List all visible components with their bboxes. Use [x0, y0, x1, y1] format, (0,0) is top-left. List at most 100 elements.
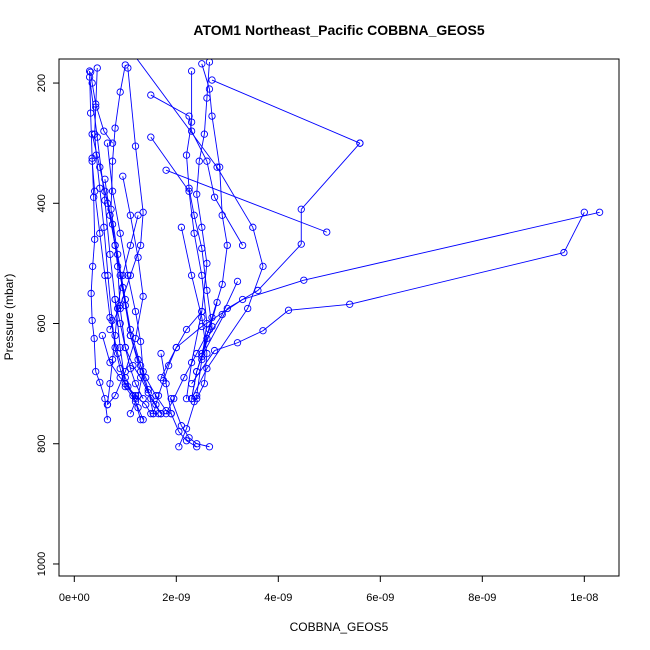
x-tick-label: 2e-09: [162, 592, 190, 604]
series-26: [111, 295, 165, 418]
series-line-segment: [101, 335, 111, 363]
series-line-segment: [95, 103, 105, 132]
series-line-segment: [90, 72, 93, 84]
series-21: [85, 73, 140, 403]
data-point: [131, 392, 140, 400]
series-line-segment: [109, 254, 116, 300]
series-line-segment: [242, 279, 304, 300]
y-axis-label: Pressure (mbar): [2, 274, 16, 361]
y-tick-label: 600: [36, 314, 48, 332]
series-15: [147, 133, 211, 451]
series-17: [157, 349, 201, 451]
series-line-segment: [206, 314, 223, 339]
data-point: [170, 395, 178, 403]
series-line-segment: [109, 359, 113, 384]
series-line-segment: [136, 59, 218, 168]
data-point: [154, 410, 163, 418]
series-line-segment: [186, 440, 197, 448]
series-line-segment: [209, 89, 213, 117]
data-point: [126, 410, 135, 418]
series-line-segment: [196, 329, 210, 354]
series-32: [177, 223, 211, 406]
series-line-segment: [158, 380, 164, 396]
series-line-segment: [104, 200, 111, 255]
data-point: [111, 124, 119, 132]
series-line-segment: [127, 386, 136, 396]
series-line-segment: [203, 98, 208, 135]
series-line-segment: [119, 308, 126, 348]
data-point: [300, 276, 308, 284]
data-point: [346, 300, 354, 308]
data-point: [152, 401, 160, 409]
series-line-segment: [114, 371, 126, 396]
series-line-segment: [119, 377, 129, 387]
series-line-segment: [211, 284, 223, 318]
series-line-segment: [150, 136, 190, 192]
data-point: [208, 76, 216, 84]
y-tick-label: 1000: [36, 552, 48, 576]
data-point: [101, 175, 109, 183]
series-line-segment: [252, 227, 264, 267]
series-line-segment: [216, 166, 254, 228]
series-9: [147, 91, 247, 250]
data-point: [124, 64, 132, 72]
data-point: [238, 241, 247, 250]
data-point: [356, 139, 364, 147]
data-point: [165, 361, 173, 370]
data-point: [136, 241, 145, 250]
data-point: [103, 199, 112, 207]
data-point: [96, 163, 104, 171]
data-point: [103, 401, 112, 409]
data-point: [149, 410, 158, 418]
data-point: [198, 60, 206, 68]
data-point: [106, 313, 114, 322]
series-line-segment: [119, 64, 126, 93]
data-point: [190, 211, 198, 219]
y-tick-label: 800: [36, 435, 48, 453]
data-point: [134, 211, 142, 219]
data-point: [323, 228, 331, 236]
series-line-segment: [96, 137, 106, 201]
chart-title: ATOM1 Northeast_Pacific COBBNA_GEOS5: [193, 22, 484, 38]
data-point: [205, 59, 214, 66]
series-28: [88, 157, 147, 424]
data-point: [119, 283, 127, 292]
data-point: [106, 250, 114, 259]
series-line-segment: [188, 437, 197, 445]
series-line-segment: [150, 94, 190, 117]
data-point: [90, 334, 98, 343]
data-point: [144, 388, 152, 397]
data-point: [136, 373, 145, 382]
data-point: [297, 205, 305, 213]
data-point: [203, 259, 211, 268]
series-line-segment: [117, 266, 121, 309]
data-point: [142, 401, 150, 409]
series-line-segment: [124, 305, 131, 336]
series-line-segment: [140, 365, 149, 390]
series-line-segment: [349, 252, 565, 305]
data-point: [154, 392, 163, 400]
data-point: [157, 349, 165, 358]
data-point: [203, 349, 211, 358]
series-line-segment: [107, 143, 113, 192]
data-point: [187, 127, 196, 135]
data-point: [147, 410, 155, 418]
series-line-segment: [196, 161, 200, 195]
series-line-segment: [114, 92, 121, 129]
series-line-segment: [124, 338, 136, 372]
series-line-segment: [132, 365, 141, 378]
data-point: [91, 187, 99, 195]
series-line-segment: [201, 317, 208, 354]
series-line-segment: [93, 197, 96, 240]
series-line-segment: [201, 248, 208, 291]
series-line-segment: [147, 392, 157, 405]
series-line-segment: [201, 275, 208, 324]
series-16: [167, 395, 214, 451]
data-point: [96, 378, 104, 387]
data-point: [136, 416, 145, 424]
series-line-segment: [91, 161, 96, 192]
series-line-segment: [93, 338, 97, 372]
series-line-segment: [122, 176, 131, 216]
data-point: [121, 343, 129, 352]
series-line-segment: [140, 377, 149, 393]
